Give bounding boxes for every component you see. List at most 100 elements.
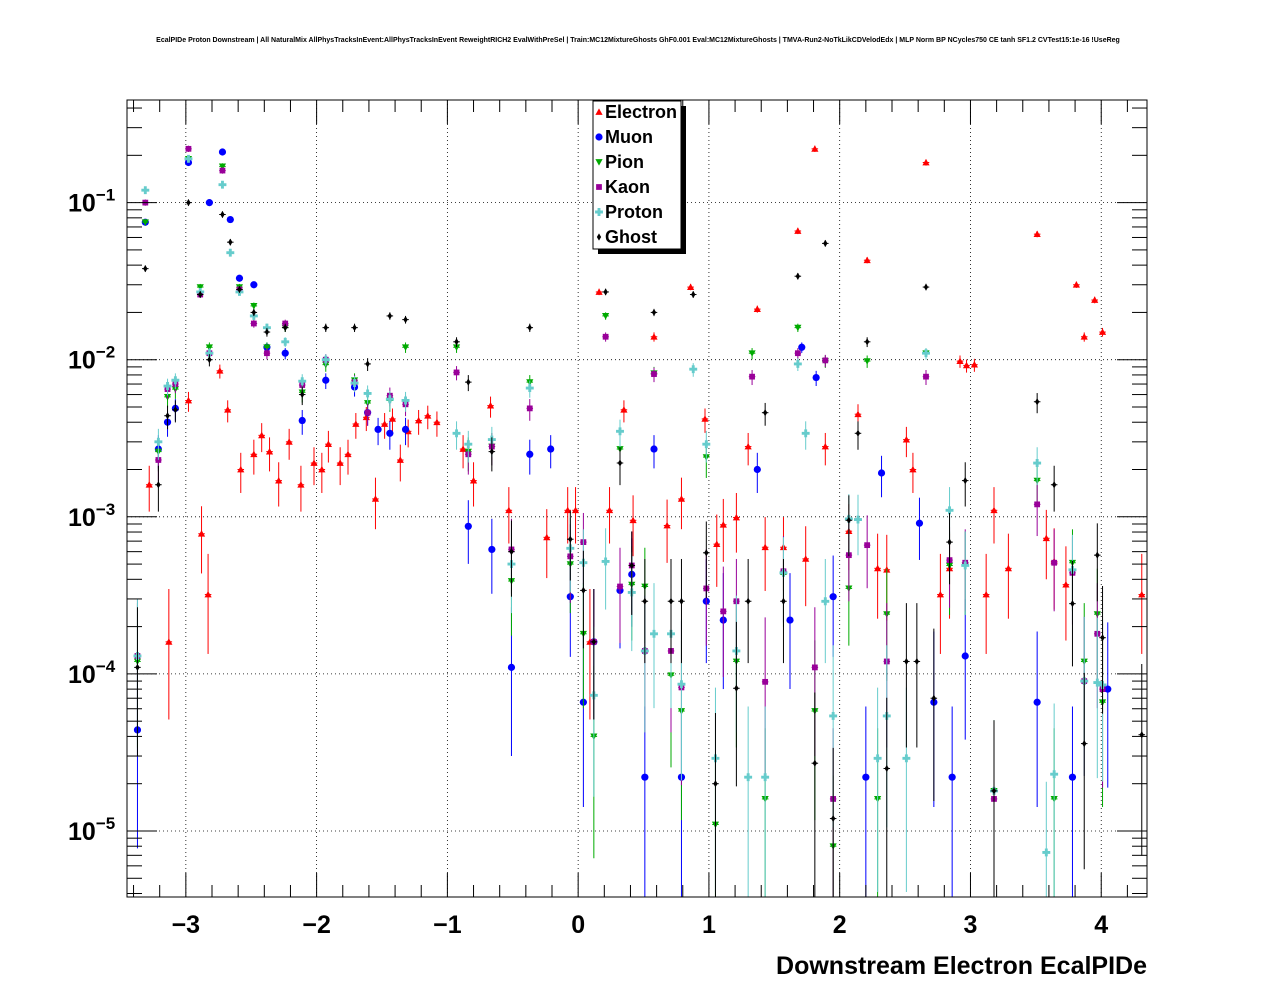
data-point bbox=[526, 439, 534, 475]
data-point bbox=[564, 487, 572, 544]
data-point bbox=[141, 219, 149, 226]
data-point bbox=[350, 375, 359, 393]
data-point bbox=[142, 265, 149, 273]
data-point bbox=[452, 421, 461, 450]
data-point bbox=[488, 518, 496, 594]
data-point bbox=[236, 285, 243, 294]
data-point bbox=[205, 199, 213, 207]
data-point bbox=[753, 452, 761, 493]
data-point bbox=[285, 428, 293, 460]
data-point bbox=[854, 494, 862, 556]
data-point bbox=[155, 465, 162, 512]
data-point bbox=[185, 199, 192, 207]
data-point bbox=[401, 391, 410, 412]
legend-item-electron: Electron bbox=[595, 102, 677, 122]
legend-marker bbox=[596, 233, 602, 241]
data-point bbox=[703, 521, 710, 599]
data-point bbox=[250, 308, 258, 317]
x-tick-label: −1 bbox=[433, 911, 462, 939]
data-point bbox=[298, 409, 306, 435]
data-point bbox=[1091, 296, 1099, 304]
data-point bbox=[547, 435, 555, 469]
data-point bbox=[204, 553, 212, 654]
data-point bbox=[962, 359, 971, 373]
data-point bbox=[344, 439, 352, 475]
data-point bbox=[250, 319, 258, 328]
data-point bbox=[297, 465, 305, 512]
data-point bbox=[909, 452, 917, 493]
data-point bbox=[602, 312, 610, 320]
data-point bbox=[883, 697, 891, 897]
data-point bbox=[1033, 482, 1041, 537]
series-proton bbox=[133, 154, 1107, 897]
series-pion bbox=[133, 155, 1107, 897]
data-point bbox=[744, 706, 753, 897]
x-tick-label: 2 bbox=[833, 911, 847, 939]
data-point bbox=[961, 462, 969, 507]
legend-item-ghost: Ghost bbox=[596, 227, 657, 247]
data-point bbox=[1062, 546, 1070, 641]
data-point bbox=[396, 444, 404, 482]
data-point bbox=[650, 435, 658, 469]
data-point bbox=[453, 337, 460, 348]
data-point bbox=[793, 358, 802, 371]
data-point bbox=[650, 367, 658, 383]
data-point bbox=[321, 354, 330, 367]
data-point bbox=[982, 553, 990, 654]
x-tick-label: 1 bbox=[702, 911, 716, 939]
data-point bbox=[164, 405, 171, 430]
data-point bbox=[877, 455, 886, 498]
data-point bbox=[1080, 332, 1088, 342]
data-point bbox=[464, 430, 473, 463]
data-point bbox=[1093, 617, 1102, 779]
x-tick-label: 0 bbox=[571, 911, 585, 939]
legend-item-proton: Proton bbox=[595, 202, 663, 222]
data-point bbox=[351, 323, 358, 333]
data-point bbox=[821, 558, 830, 664]
data-point bbox=[629, 495, 637, 557]
data-point bbox=[961, 599, 969, 740]
data-point bbox=[915, 497, 924, 560]
data-point bbox=[206, 354, 213, 367]
data-point bbox=[250, 302, 258, 310]
data-point bbox=[145, 465, 153, 512]
data-point bbox=[508, 520, 515, 597]
data-point bbox=[678, 558, 685, 664]
data-point bbox=[381, 413, 389, 439]
data-point bbox=[1033, 447, 1042, 486]
data-point bbox=[433, 411, 441, 437]
legend-label: Proton bbox=[605, 202, 663, 222]
data-point bbox=[798, 342, 806, 353]
data-point bbox=[744, 558, 752, 664]
data-point bbox=[352, 413, 360, 439]
data-point bbox=[761, 517, 769, 591]
data-point bbox=[172, 400, 179, 423]
data-point bbox=[415, 409, 423, 435]
data-point bbox=[580, 550, 587, 649]
y-tick-label: 10−5 bbox=[68, 814, 115, 846]
data-point bbox=[526, 399, 534, 421]
x-tick-label: −2 bbox=[302, 911, 331, 939]
data-point bbox=[237, 452, 245, 493]
data-point bbox=[322, 323, 330, 333]
data-point bbox=[922, 348, 930, 360]
data-point bbox=[936, 553, 944, 654]
data-point bbox=[761, 706, 770, 897]
data-point bbox=[324, 430, 332, 463]
data-points bbox=[133, 145, 1146, 897]
data-point bbox=[641, 706, 649, 897]
data-point bbox=[185, 145, 192, 152]
data-point bbox=[134, 607, 141, 756]
data-point bbox=[702, 430, 711, 463]
data-point bbox=[1094, 523, 1101, 602]
data-point bbox=[616, 419, 624, 448]
data-point bbox=[219, 210, 226, 219]
data-point bbox=[811, 145, 819, 152]
data-point bbox=[1033, 393, 1041, 414]
legend-label: Pion bbox=[605, 152, 644, 172]
data-point bbox=[1004, 533, 1012, 619]
data-point bbox=[601, 528, 610, 610]
data-point bbox=[602, 332, 609, 342]
data-point bbox=[990, 487, 998, 544]
